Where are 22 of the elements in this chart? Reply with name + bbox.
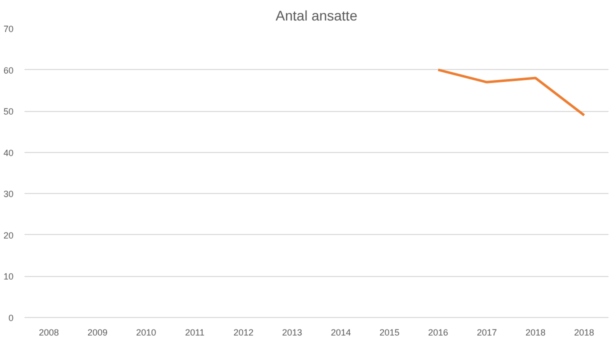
x-tick-label: 2017 — [476, 328, 497, 338]
line-series — [436, 68, 586, 116]
x-tick-label: 2008 — [38, 328, 59, 338]
y-tick-label: 60 — [3, 65, 14, 76]
y-tick-label: 30 — [3, 189, 14, 200]
x-tick-label: 2010 — [136, 328, 156, 338]
x-tick-label: 2018 — [574, 328, 594, 338]
x-tick-label: 2011 — [185, 328, 205, 338]
x-tick-label: 2012 — [233, 328, 254, 338]
y-tick-label: 10 — [3, 272, 14, 282]
y-tick-label: 70 — [3, 24, 14, 34]
x-tick-label: 2013 — [282, 328, 302, 338]
x-tick-label: 2016 — [428, 328, 448, 338]
x-tick-label: 2015 — [379, 328, 400, 338]
y-tick-label: 40 — [3, 148, 14, 158]
y-tick-label: 50 — [3, 106, 14, 117]
y-tick-label: 0 — [8, 313, 14, 323]
x-tick-label: 2014 — [330, 328, 351, 338]
chart-title: Antal ansatte — [276, 8, 358, 24]
y-tick-label: 20 — [3, 230, 14, 240]
x-tick-label: 2009 — [87, 328, 108, 338]
x-tick-label: 2018 — [525, 328, 546, 338]
